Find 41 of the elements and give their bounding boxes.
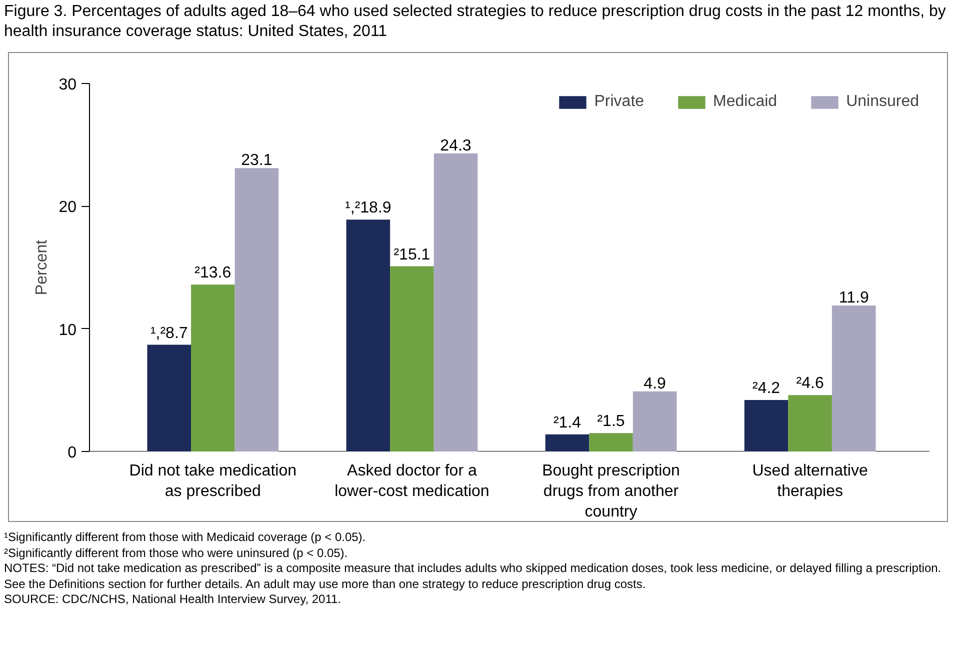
- y-tick-label: 20: [58, 199, 77, 216]
- data-label: ²1.4: [553, 414, 582, 432]
- bar: [589, 433, 633, 452]
- bar: [346, 220, 390, 452]
- bar: [434, 153, 478, 452]
- x-tick-label: Asked doctor for a lower-cost medication: [334, 462, 490, 500]
- y-tick-label: 30: [58, 76, 77, 94]
- bar: [632, 391, 677, 452]
- data-label: ²4.6: [796, 375, 824, 392]
- data-label: ¹,²8.7: [150, 324, 188, 342]
- y-axis-title: Percent: [34, 239, 51, 296]
- bar: [744, 400, 788, 452]
- bar: [832, 306, 876, 452]
- bar: [788, 395, 832, 452]
- bar: [234, 168, 279, 452]
- data-label: ¹,²18.9: [345, 200, 392, 217]
- bar: [390, 266, 434, 452]
- legend-label: Private: [594, 93, 644, 111]
- data-label: 23.1: [241, 152, 272, 170]
- chart-title: Figure 3. Percentages of adults aged 18–64 who used selected strategies to reduce prescription drug costs in the past 12 months, by health insurance coverage status: United States, 2011: [4, 2, 947, 42]
- data-label: 24.3: [440, 137, 472, 154]
- text: ¹Significantly different from those with Medicaid coverage (p < 0.05).: [4, 530, 366, 544]
- y-tick-label: 0: [68, 444, 77, 462]
- legend-label: Medicaid: [713, 93, 778, 111]
- data-label: ²15.1: [394, 246, 430, 264]
- data-label: ²4.2: [752, 380, 780, 397]
- bar: [191, 284, 235, 452]
- data-label: 4.9: [644, 375, 666, 392]
- text: NOTES: “Did not take medication as prescribed” is a composite measure that includes adults who skipped medication doses, took less medicine, or delayed filling a prescription. See the Definitions section for further details. An adult may use more than one strategy to reduce prescription drug costs.: [4, 561, 942, 591]
- data-label: ²13.6: [194, 264, 232, 282]
- legend-label: Uninsured: [846, 93, 919, 111]
- x-tick-label: Did not take medication as prescribed: [129, 462, 297, 500]
- bar: [545, 434, 590, 452]
- data-label: 11.9: [838, 290, 869, 307]
- x-tick-label: Bought prescription drugs from another country: [542, 462, 680, 520]
- y-tick-label: 10: [58, 322, 77, 339]
- source-note: SOURCE: CDC/NCHS, National Health Interview Survey, 2011.: [4, 592, 342, 606]
- bar: [147, 344, 192, 452]
- data-label: ²1.5: [597, 413, 625, 430]
- x-tick-label: Used alternative therapies: [752, 462, 868, 500]
- text: ²Significantly different from those who were uninsured (p < 0.05).: [4, 546, 348, 560]
